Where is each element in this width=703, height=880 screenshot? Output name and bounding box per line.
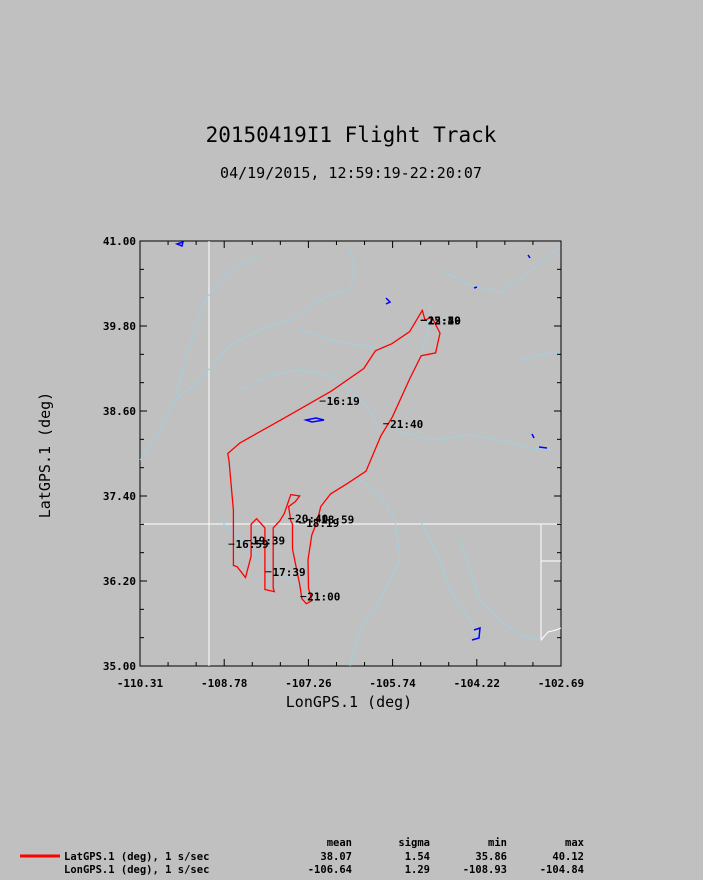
time-label: 16:59 <box>235 538 268 551</box>
y-tick-label: 36.20 <box>103 575 136 588</box>
y-tick-label: 38.60 <box>103 405 136 418</box>
river <box>394 429 556 451</box>
river <box>459 539 542 641</box>
axis-tick-labels: -110.31 -108.78 -107.26 -105.74 -104.22 -102.… <box>103 235 584 690</box>
stats-header-mean: mean <box>327 837 352 849</box>
x-tick-label: -104.22 <box>454 677 500 690</box>
stats-row-lon-name: LonGPS.1 (deg), 1 s/sec <box>64 864 209 876</box>
time-label: 15:40 <box>428 314 461 327</box>
time-label: 12:59 <box>428 314 461 327</box>
river <box>349 479 401 667</box>
axis-ticks <box>139 240 562 667</box>
chart-title: 20150419I1 Flight Track <box>206 123 497 147</box>
river <box>299 329 391 351</box>
stats-row-lon-min: -108.93 <box>463 864 507 876</box>
stats-row-lat-name: LatGPS.1 (deg), 1 s/sec <box>64 851 209 863</box>
time-label: 22:20 <box>428 314 461 327</box>
x-tick-label: -107.26 <box>285 677 332 690</box>
lake <box>385 297 392 305</box>
river <box>139 254 261 461</box>
y-axis-label: LatGPS.1 (deg) <box>36 392 54 518</box>
y-tick-label: 41.00 <box>103 235 136 248</box>
time-label: 21:00 <box>307 591 340 604</box>
river <box>239 369 381 431</box>
river <box>519 351 561 361</box>
x-axis-label: LonGPS.1 (deg) <box>286 693 412 711</box>
time-label: 16:19 <box>327 395 360 408</box>
time-label: 18:59 <box>321 513 354 526</box>
flight-track-layer <box>227 308 441 605</box>
river <box>439 247 561 293</box>
river <box>349 249 356 291</box>
time-label: 18:19 <box>306 517 339 530</box>
stats-row-lat-sigma: 1.54 <box>405 851 430 863</box>
river <box>419 519 479 641</box>
chart-subtitle: 04/19/2015, 12:59:19-22:20:07 <box>220 164 482 182</box>
state-border <box>540 561 562 642</box>
x-tick-label: -105.74 <box>369 677 416 690</box>
y-tick-label: 39.80 <box>103 320 136 333</box>
x-tick-label: -110.31 <box>117 677 164 690</box>
lake <box>471 626 481 641</box>
lake <box>303 417 325 423</box>
stats-row-lon-mean: -106.64 <box>308 864 352 876</box>
x-tick-label: -108.78 <box>201 677 247 690</box>
river <box>174 289 346 401</box>
time-label: 17:39 <box>272 566 305 579</box>
lake <box>473 286 478 289</box>
stats-table: mean sigma min max LatGPS.1 (deg), 1 s/s… <box>20 837 585 876</box>
stats-row-lat-min: 35.86 <box>475 851 507 863</box>
stats-row-lat-max: 40.12 <box>552 851 584 863</box>
lake <box>531 433 548 449</box>
stats-header-sigma: sigma <box>398 837 430 849</box>
x-tick-label: -102.69 <box>538 677 584 690</box>
stats-row-lat-mean: 38.07 <box>320 851 352 863</box>
lake <box>174 240 185 248</box>
stats-row-lon-sigma: 1.29 <box>405 864 430 876</box>
stats-header-max: max <box>565 837 585 849</box>
map-features <box>139 240 562 667</box>
time-labels: 16:1921:4020:4018:5918:1919:3916:5917:39… <box>228 314 461 604</box>
flight-track-line <box>227 308 441 605</box>
y-tick-label: 37.40 <box>103 490 136 503</box>
time-label: 21:40 <box>390 418 423 431</box>
lake <box>527 254 531 259</box>
stats-header-min: min <box>488 837 507 849</box>
time-label: 19:39 <box>252 535 285 548</box>
plot-frame <box>139 240 562 667</box>
y-tick-label: 35.00 <box>103 660 136 673</box>
stats-row-lon-max: -104.84 <box>540 864 584 876</box>
